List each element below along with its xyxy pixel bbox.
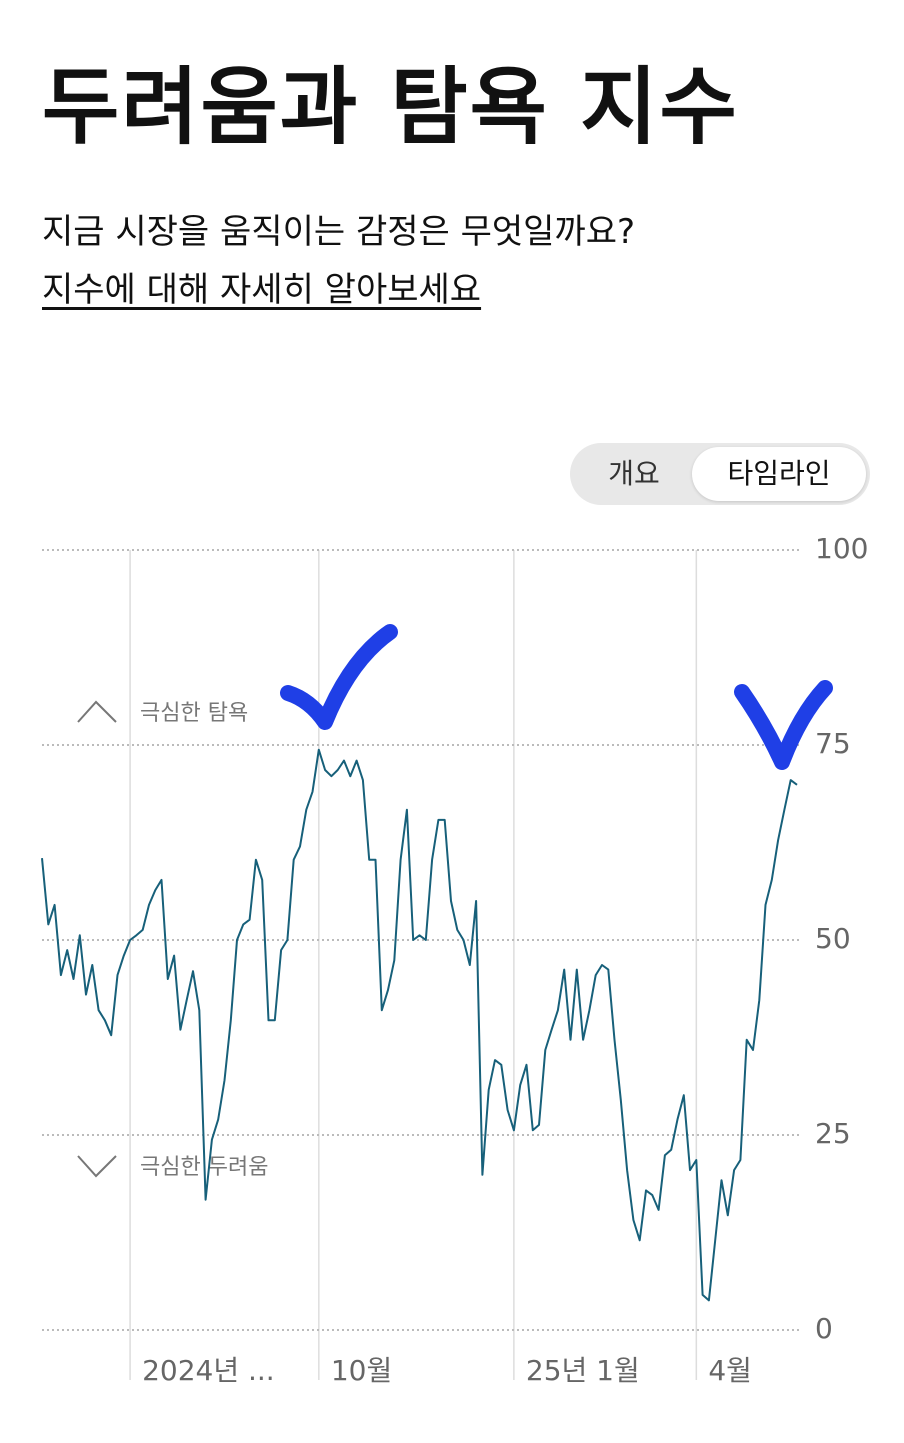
x-tick-label: 10월 xyxy=(331,1354,392,1387)
check-mark xyxy=(734,680,833,770)
y-tick-label: 0 xyxy=(815,1312,833,1345)
y-tick-label: 25 xyxy=(815,1117,851,1150)
y-tick-label: 100 xyxy=(815,532,868,565)
subtitle: 지금 시장을 움직이는 감정은 무엇일까요? xyxy=(42,212,636,252)
x-tick-label: 25년 1월 xyxy=(526,1354,640,1387)
index-line xyxy=(41,748,798,1302)
learn-more-link[interactable]: 지수에 대해 자세히 알아보세요 xyxy=(42,270,482,310)
view-toggle: 개요 타임라인 xyxy=(570,443,870,505)
y-tick-label: 50 xyxy=(815,922,851,955)
x-tick-label: 2024년 ... xyxy=(142,1354,275,1387)
toggle-overview[interactable]: 개요 xyxy=(608,457,660,490)
greed-arrow xyxy=(77,700,117,723)
y-tick-label: 75 xyxy=(815,727,851,760)
greed-label: 극심한 탐욕 xyxy=(140,701,248,726)
x-tick-label: 4월 xyxy=(708,1354,752,1387)
check-mark xyxy=(280,624,398,730)
toggle-timeline[interactable]: 타임라인 xyxy=(692,447,866,501)
fear-arrow xyxy=(77,1155,117,1178)
page-title: 두려움과 탐욕 지수 xyxy=(42,58,739,156)
